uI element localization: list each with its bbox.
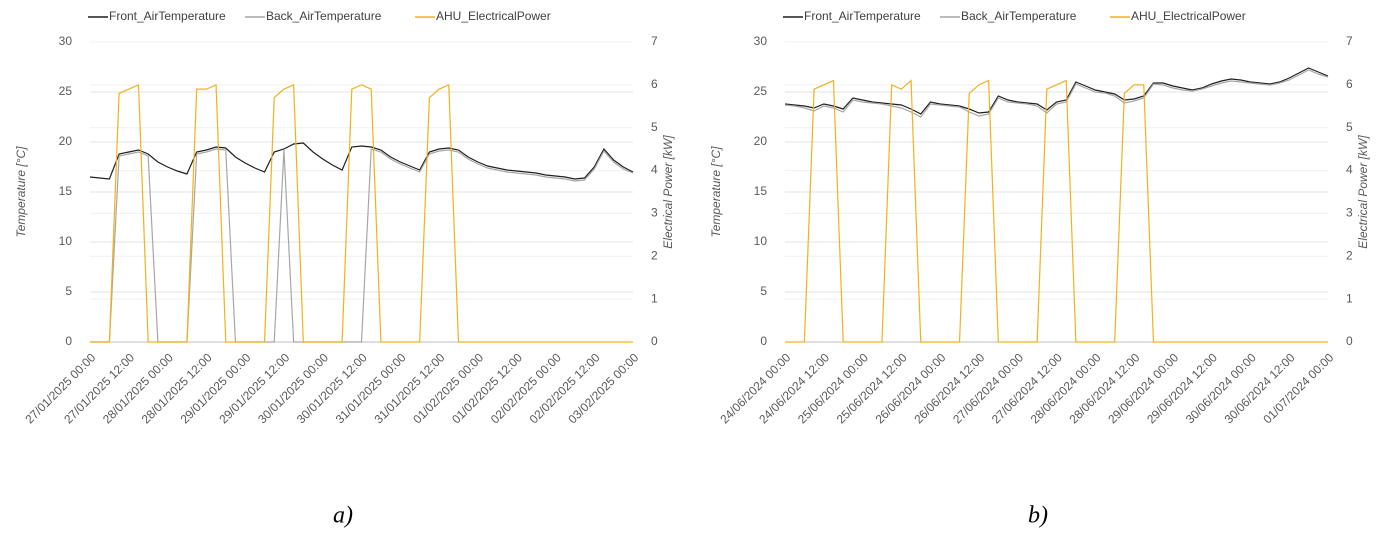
x-tick-label: 24/06/2024 12:00 <box>756 350 832 426</box>
x-tick-label: 27/01/2025 12:00 <box>61 350 137 426</box>
y2-tick-label: 6 <box>1346 77 1353 91</box>
y-tick-label: 30 <box>754 34 768 48</box>
y2-tick-label: 3 <box>651 206 658 220</box>
x-tick-label: 28/06/2024 00:00 <box>1028 350 1104 426</box>
x-tick-label: 27/06/2024 12:00 <box>989 350 1065 426</box>
legend-label: Back_AirTemperature <box>961 9 1077 23</box>
y-tick-label: 10 <box>59 234 73 248</box>
x-tick-label: 29/01/2025 12:00 <box>216 350 292 426</box>
x-tick-label: 27/06/2024 00:00 <box>950 350 1026 426</box>
y-tick-label: 20 <box>59 134 73 148</box>
legend-label: Back_AirTemperature <box>266 9 382 23</box>
y-tick-label: 5 <box>760 284 767 298</box>
y2-tick-label: 5 <box>1346 120 1353 134</box>
x-tick-label: 30/06/2024 00:00 <box>1183 350 1259 426</box>
y-axis-title: Temperature [°C] <box>14 146 28 238</box>
y2-tick-label: 5 <box>651 120 658 134</box>
y-tick-label: 25 <box>754 84 768 98</box>
y2-tick-label: 6 <box>651 77 658 91</box>
data-line <box>785 79 1328 343</box>
x-tick-label: 25/06/2024 00:00 <box>795 350 871 426</box>
x-tick-label: 28/06/2024 12:00 <box>1066 350 1142 426</box>
legend-label: Front_AirTemperature <box>804 9 921 23</box>
legend-label: AHU_ElectricalPower <box>436 9 551 23</box>
x-tick-label: 02/02/2025 12:00 <box>527 350 603 426</box>
y2-tick-label: 7 <box>1346 34 1353 48</box>
y2-axis-title: Electrical Power [kW] <box>1356 135 1370 249</box>
data-line <box>90 83 633 343</box>
x-tick-label: 24/06/2024 00:00 <box>717 350 793 426</box>
y2-tick-label: 1 <box>1346 291 1353 305</box>
y-tick-label: 30 <box>59 34 73 48</box>
y2-tick-label: 4 <box>651 163 658 177</box>
y2-tick-label: 0 <box>1346 334 1353 348</box>
y-tick-label: 25 <box>59 84 73 98</box>
x-tick-label: 01/07/2024 00:00 <box>1260 350 1336 426</box>
y2-tick-label: 7 <box>651 34 658 48</box>
x-tick-label: 01/02/2025 12:00 <box>449 350 525 426</box>
y2-tick-label: 0 <box>651 334 658 348</box>
x-tick-label: 29/01/2025 00:00 <box>178 350 254 426</box>
x-tick-label: 03/02/2025 00:00 <box>565 350 641 426</box>
x-tick-label: 30/01/2025 12:00 <box>294 350 370 426</box>
y-axis-title: Temperature [°C] <box>709 146 723 238</box>
y2-tick-label: 1 <box>651 291 658 305</box>
y-tick-label: 10 <box>754 234 768 248</box>
x-tick-label: 31/01/2025 12:00 <box>371 350 447 426</box>
y-tick-label: 20 <box>754 134 768 148</box>
x-tick-label: 26/06/2024 12:00 <box>911 350 987 426</box>
y-tick-label: 0 <box>760 334 767 348</box>
legend-label: AHU_ElectricalPower <box>1131 9 1246 23</box>
y2-tick-label: 2 <box>1346 248 1353 262</box>
x-tick-label: 27/01/2025 00:00 <box>22 350 98 426</box>
y-tick-label: 15 <box>59 184 73 198</box>
y2-axis-title: Electrical Power [kW] <box>661 135 675 249</box>
data-line <box>89 142 634 180</box>
x-tick-label: 26/06/2024 00:00 <box>873 350 949 426</box>
panel-caption: a) <box>333 503 353 529</box>
x-tick-label: 28/01/2025 00:00 <box>100 350 176 426</box>
y2-tick-label: 3 <box>1346 206 1353 220</box>
y2-tick-label: 2 <box>651 248 658 262</box>
data-line <box>784 69 1329 118</box>
legend-label: Front_AirTemperature <box>109 9 226 23</box>
y-tick-label: 15 <box>754 184 768 198</box>
x-tick-label: 30/01/2025 00:00 <box>255 350 331 426</box>
x-tick-label: 30/06/2024 12:00 <box>1222 350 1298 426</box>
x-tick-label: 29/06/2024 12:00 <box>1144 350 1220 426</box>
panel-caption: b) <box>1028 503 1048 529</box>
data-line <box>784 67 1329 115</box>
data-line <box>90 148 634 343</box>
y-tick-label: 0 <box>65 334 72 348</box>
x-tick-label: 28/01/2025 12:00 <box>139 350 215 426</box>
x-tick-label: 29/06/2024 00:00 <box>1105 350 1181 426</box>
x-tick-label: 31/01/2025 00:00 <box>333 350 409 426</box>
x-tick-label: 25/06/2024 12:00 <box>834 350 910 426</box>
x-tick-label: 02/02/2025 00:00 <box>488 350 564 426</box>
y-tick-label: 5 <box>65 284 72 298</box>
y2-tick-label: 4 <box>1346 163 1353 177</box>
x-tick-label: 01/02/2025 00:00 <box>410 350 486 426</box>
